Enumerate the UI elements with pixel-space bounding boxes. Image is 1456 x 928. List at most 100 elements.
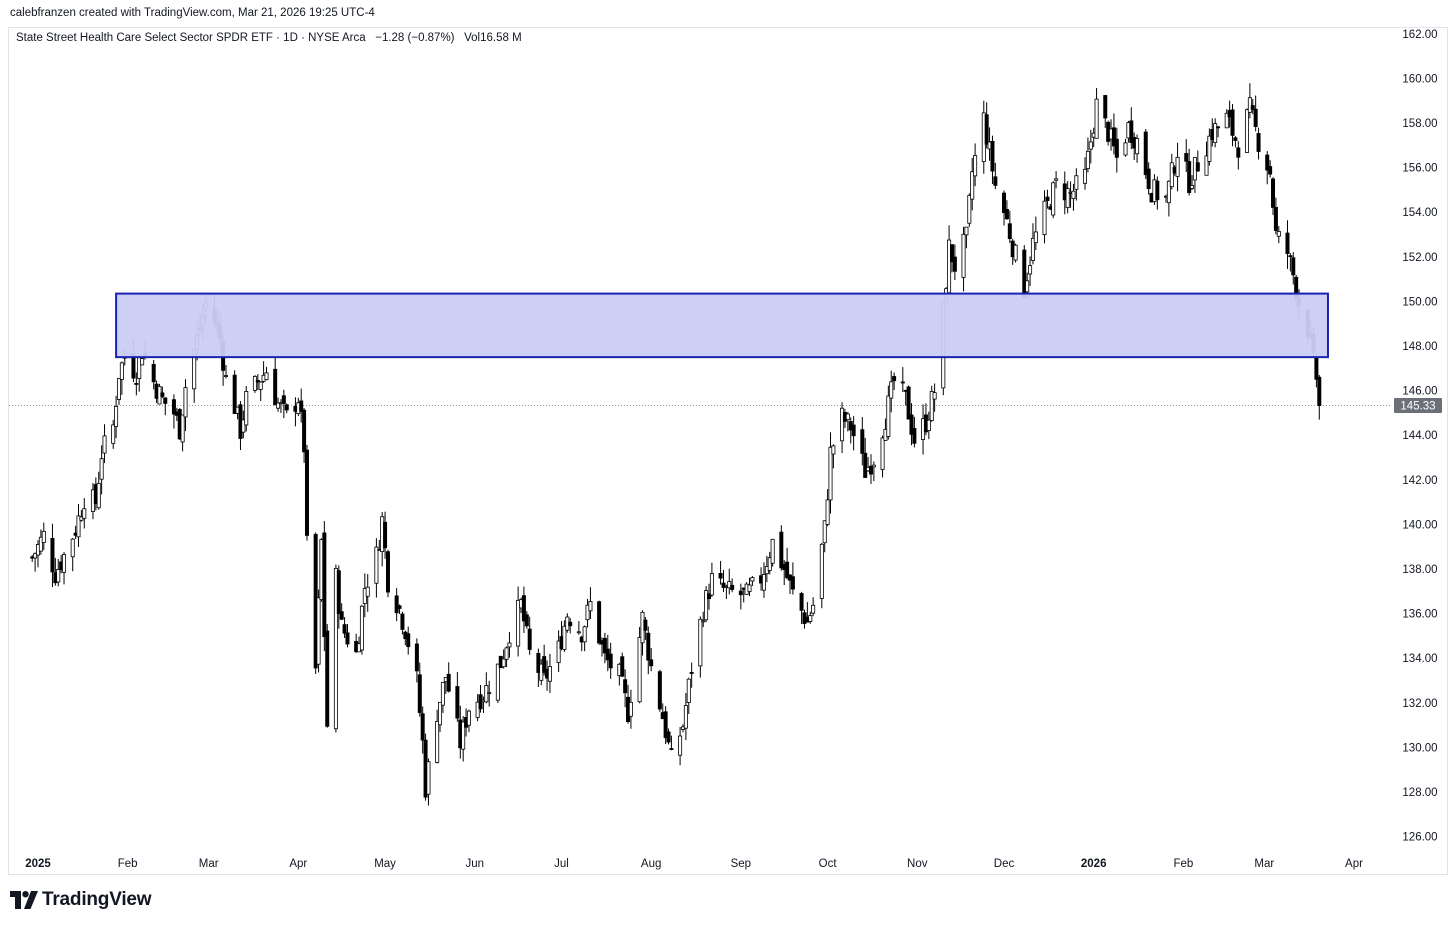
candle-body: [435, 721, 440, 763]
candle-body: [576, 631, 581, 634]
price-tick-label: 146.00: [1402, 386, 1437, 398]
candles-layer: [30, 83, 1322, 806]
candle-body: [504, 647, 509, 660]
price-tick-label: 140.00: [1402, 519, 1437, 531]
candle-body: [397, 605, 402, 609]
price-tick-label: 130.00: [1402, 742, 1437, 754]
price-tick-label: 158.00: [1402, 118, 1437, 130]
symbol-interval[interactable]: 1D: [283, 32, 298, 44]
candle-body: [597, 601, 602, 644]
price-tick-label: 152.00: [1402, 252, 1437, 264]
candle-body: [1071, 190, 1076, 200]
candle-body: [1166, 180, 1171, 204]
candle-body: [516, 599, 521, 647]
time-tick-label: Sep: [731, 858, 751, 870]
candle-body: [1317, 376, 1322, 406]
candle-body: [140, 358, 145, 366]
candle-body: [527, 628, 532, 650]
price-tick-label: 162.00: [1402, 29, 1437, 41]
price-axis[interactable]: 162.00 160.00 158.00 156.00 154.00 152.00 150.…: [1402, 29, 1437, 844]
candle-body: [345, 632, 350, 645]
candle-body: [359, 605, 364, 651]
candle-body: [276, 402, 281, 409]
candle-body: [383, 521, 388, 549]
candle-body: [683, 705, 688, 729]
candle-body: [860, 429, 865, 454]
candle-body: [689, 672, 694, 674]
candle-body: [466, 710, 471, 726]
candle-body: [779, 531, 784, 569]
candle-body: [322, 532, 327, 638]
symbol-change: −1.28 (−0.87%): [375, 32, 455, 44]
candle-body: [556, 640, 561, 664]
candle-body: [102, 435, 107, 454]
candle-body: [374, 546, 379, 584]
candle-body: [730, 584, 735, 590]
symbol-info: State Street Health Care Select Sector S…: [16, 32, 522, 44]
time-tick-label: Apr: [1345, 858, 1363, 870]
candle-body: [1233, 137, 1238, 141]
candle-body: [1273, 206, 1278, 231]
candle-body: [701, 620, 706, 623]
candle-body: [686, 678, 691, 703]
time-tick-label: Feb: [1173, 858, 1193, 870]
candle-body: [1224, 112, 1229, 129]
time-axis[interactable]: 2025 Feb Mar Apr May Jun Jul Aug Sep Oct Nov Dec 202…: [25, 858, 1363, 870]
candle-body: [1083, 168, 1088, 184]
candle-body: [1314, 357, 1319, 380]
candle-body: [414, 643, 419, 672]
candle-body: [111, 424, 116, 444]
time-tick-label: Mar: [199, 858, 219, 870]
candle-body: [273, 368, 278, 406]
candle-body: [819, 543, 824, 599]
candle-body: [1030, 237, 1035, 261]
candle-body: [1129, 120, 1134, 143]
candle-body: [1085, 150, 1090, 170]
price-tick-label: 160.00: [1402, 73, 1437, 85]
candle-body: [785, 561, 790, 579]
candle-body: [1291, 257, 1296, 276]
candle-body: [750, 577, 755, 582]
candle-body: [171, 399, 176, 415]
candle-body: [568, 621, 573, 627]
candle-body: [180, 414, 185, 443]
candle-body: [984, 114, 989, 145]
candle-body: [365, 586, 370, 597]
support-resistance-zone[interactable]: [115, 292, 1329, 359]
candle-body: [1004, 208, 1009, 220]
candle-body: [70, 538, 75, 558]
candle-body: [232, 374, 237, 414]
candle-body: [1013, 244, 1018, 261]
candle-body: [669, 748, 674, 750]
symbol-name[interactable]: State Street Health Care Select Sector S…: [16, 32, 273, 44]
price-tick-label: 136.00: [1402, 609, 1437, 621]
candle-body: [1123, 142, 1128, 156]
candle-body: [417, 674, 422, 713]
price-tick-label: 148.00: [1402, 341, 1437, 353]
candle-body: [501, 658, 506, 668]
candle-body: [1155, 180, 1160, 201]
candle-body: [973, 155, 978, 177]
candle-body: [1002, 192, 1007, 214]
candle-body: [1204, 155, 1209, 176]
candle-body: [116, 378, 121, 400]
candle-body: [487, 692, 492, 694]
candle-body: [38, 536, 43, 552]
candle-body: [623, 679, 628, 694]
price-tick-label: 132.00: [1402, 698, 1437, 710]
candle-body: [82, 508, 87, 519]
last-price-label: 145.33: [1400, 401, 1435, 413]
candle-body: [790, 576, 795, 590]
candle-body: [76, 515, 81, 538]
candle-body: [1271, 178, 1276, 208]
time-tick-label: May: [374, 858, 396, 870]
price-tick-label: 126.00: [1402, 832, 1437, 844]
candle-body: [970, 171, 975, 200]
candle-body: [863, 452, 868, 478]
time-tick-label: Dec: [994, 858, 1015, 870]
time-tick-label: Apr: [289, 858, 307, 870]
tradingview-logo[interactable]: TradingView: [10, 889, 152, 911]
candle-body: [56, 569, 61, 583]
candle-body: [964, 226, 969, 236]
